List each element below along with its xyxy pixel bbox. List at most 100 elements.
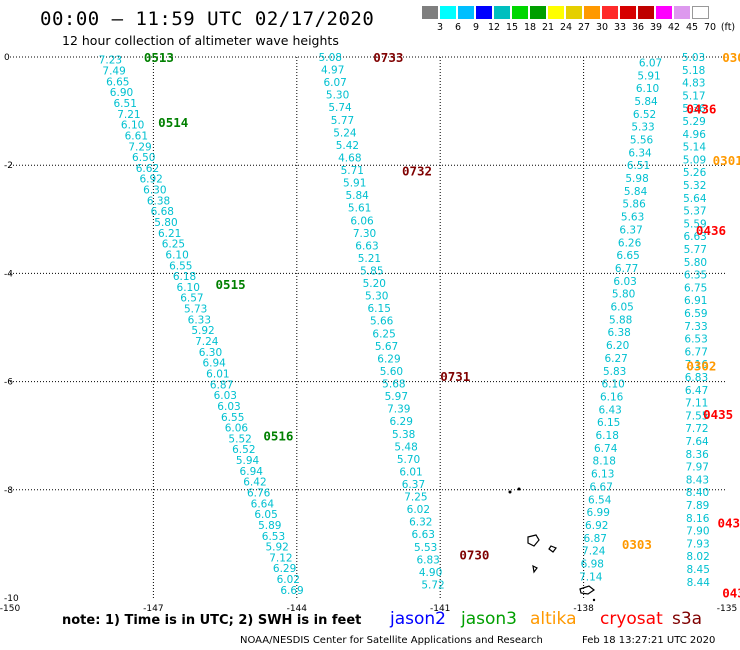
pass-time-label: 0434 (717, 515, 740, 530)
wave-height-value: 6.01 (206, 368, 229, 380)
colorbar-swatch (494, 6, 511, 19)
pass-time-label: 0434 (722, 586, 740, 601)
wave-height-value: 6.92 (139, 174, 162, 186)
wave-height-value: 6.83 (685, 372, 708, 384)
wave-height-value: 5.67 (375, 341, 398, 353)
generated-timestamp: Feb 18 13:27:21 UTC 2020 (582, 635, 716, 646)
legend-jason2: jason2 (390, 609, 446, 629)
wave-height-value: 6.42 (243, 477, 266, 489)
wave-height-value: 6.77 (615, 263, 638, 275)
wave-height-value: 7.49 (102, 66, 125, 78)
wave-height-value: 6.51 (114, 98, 137, 110)
wave-height-value: 4.68 (338, 152, 361, 164)
wave-height-value: 5.53 (414, 542, 437, 554)
wave-height-value: 6.35 (684, 270, 707, 282)
legend-altika: altika (530, 609, 577, 629)
wave-height-value: 6.02 (277, 574, 300, 586)
wave-height-value: 6.51 (627, 160, 650, 172)
longitude-tick-label: -138 (573, 604, 594, 614)
wave-height-value: 6.03 (613, 276, 636, 288)
latitude-tick-label: -10 (4, 594, 19, 604)
wave-height-value: 7.14 (579, 571, 603, 583)
wave-height-value: 6.10 (165, 249, 188, 261)
colorbar-tick-label: 70 (703, 22, 717, 33)
wave-height-value: 5.20 (363, 278, 386, 290)
wave-height-value: 6.18 (596, 430, 619, 442)
wave-height-value: 5.91 (637, 70, 660, 82)
wave-height-value: 5.26 (683, 167, 707, 179)
wave-height-value: 5.24 (333, 127, 357, 139)
wave-height-value: 6.98 (581, 559, 604, 571)
pass-time-label: 0731 (440, 369, 470, 384)
wave-height-value: 6.30 (143, 185, 166, 197)
longitude-tick-label: -144 (287, 604, 308, 614)
wave-height-value: 6.43 (598, 404, 621, 416)
wave-height-value: 6.32 (409, 517, 432, 529)
colorbar-swatch (620, 6, 637, 19)
wave-height-value: 5.59 (683, 218, 706, 230)
wave-height-value: 6.37 (402, 479, 425, 491)
wave-height-value: 6.13 (591, 469, 614, 481)
colorbar-tick-label: 36 (631, 22, 645, 33)
wave-height-value: 6.03 (214, 390, 237, 402)
map-subtitle: 12 hour collection of altimeter wave hei… (62, 33, 339, 48)
wave-height-value: 6.65 (106, 76, 129, 88)
island (579, 585, 596, 595)
pass-time-label: 030 (722, 50, 740, 65)
wave-height-value: 6.07 (323, 77, 346, 89)
wave-height-value: 5.29 (682, 116, 705, 128)
colorbar-tick-label: 39 (649, 22, 663, 33)
wave-height-value: 6.15 (368, 303, 391, 315)
wave-height-value: 6.55 (169, 260, 192, 272)
wave-height-value: 7.30 (353, 228, 376, 240)
wave-height-value: 6.06 (350, 215, 374, 227)
wave-height-value: 7.11 (685, 398, 708, 410)
wave-height-value: 6.02 (407, 504, 430, 516)
colorbar-tick-label: 24 (559, 22, 573, 33)
wave-height-value: 6.06 (225, 423, 249, 435)
island (508, 490, 512, 494)
wave-height-value: 6.01 (399, 466, 422, 478)
wave-height-value: 7.39 (387, 404, 410, 416)
wave-height-value: 4.90 (419, 567, 442, 579)
wave-height-value: 6.83 (416, 554, 439, 566)
wave-height-value: 6.15 (597, 417, 620, 429)
colorbar-tick-label: 18 (523, 22, 537, 33)
colorbar-swatch (512, 6, 529, 19)
wave-height-value: 6.87 (584, 533, 607, 545)
time-labels: 0513 0514 0515 0516 0733 0732 0731 0730 0436 0436… (144, 50, 740, 601)
wave-height-value: 5.86 (622, 199, 646, 211)
wave-height-value: 6.53 (684, 334, 707, 346)
colorbar-swatch (602, 6, 619, 19)
latitude-tick-label: -2 (4, 161, 13, 171)
wave-height-value: 6.10 (177, 282, 200, 294)
wave-height-value: 7.24 (582, 546, 606, 558)
graticule: -150 -147 -144 -141 -138 -135 0 -2 -4 -6 -8 -10 (0, 53, 737, 614)
wave-height-value: 6.94 (202, 358, 226, 370)
wave-height-value: 6.21 (158, 228, 181, 240)
wave-height-value: 6.25 (372, 328, 395, 340)
wave-height-value: 6.52 (633, 109, 656, 121)
satellite-passes: 7.237.496.656.906.517.216.106.617.296.50… (99, 52, 711, 597)
wave-height-value: 6.29 (377, 353, 400, 365)
map-title: 00:00 – 11:59 UTC 02/17/2020 (40, 8, 375, 30)
wave-height-value: 8.40 (686, 487, 709, 499)
wave-height-value: 7.16 (685, 359, 709, 371)
wave-height-value: 6.91 (684, 295, 707, 307)
wave-height-value: 4.96 (683, 129, 707, 141)
colorbar-tick-label: 15 (505, 22, 519, 33)
wave-height-value: 5.71 (341, 165, 364, 177)
wave-height-value: 5.84 (634, 96, 658, 108)
wave-height-value: 5.36 (682, 103, 706, 115)
wave-height-value: 5.08 (319, 52, 342, 64)
colorbar-tick-label: 45 (685, 22, 699, 33)
longitude-tick-label: -147 (143, 604, 163, 614)
wave-height-value: 7.97 (686, 462, 709, 474)
wave-height-value: 6.54 (588, 494, 612, 506)
wave-height-value: 5.84 (345, 190, 369, 202)
wave-height-value: 5.68 (382, 379, 405, 391)
wave-height-value: 6.94 (240, 466, 264, 478)
wave-height-value: 6.29 (390, 416, 413, 428)
wave-height-value: 6.57 (180, 293, 203, 305)
wave-height-value: 5.61 (348, 203, 371, 215)
